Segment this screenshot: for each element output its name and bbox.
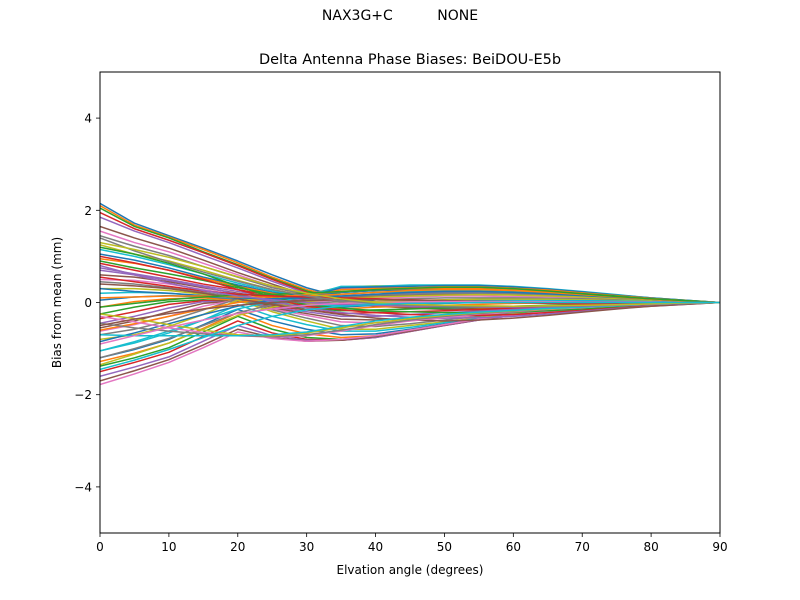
- y-axis-label: Bias from mean (mm): [50, 237, 64, 368]
- y-tick-label: 4: [84, 112, 92, 126]
- x-tick-label: 10: [161, 540, 176, 554]
- x-tick-label: 40: [368, 540, 383, 554]
- x-tick-label: 80: [643, 540, 658, 554]
- chart-title: Delta Antenna Phase Biases: BeiDOU-E5b: [259, 52, 561, 68]
- figure-suptitle: NAX3G+C NONE: [321, 8, 479, 24]
- y-tick-label: 0: [84, 296, 92, 310]
- y-axis: −4 −2 0 2 4: [74, 112, 100, 494]
- series-lines: [100, 202, 720, 386]
- x-axis: 0 10 20 30 40 50 60 70 80 90: [96, 533, 728, 554]
- x-tick-label: 0: [96, 540, 104, 554]
- series-line-52: [100, 286, 720, 308]
- x-axis-label: Elvation angle (degrees): [337, 563, 484, 577]
- series-line-42: [100, 246, 720, 314]
- x-tick-label: 50: [437, 540, 452, 554]
- x-tick-label: 20: [230, 540, 245, 554]
- series-line-58: [100, 241, 720, 307]
- x-tick-label: 70: [575, 540, 590, 554]
- series-line-38: [100, 293, 720, 366]
- y-tick-label: −4: [74, 480, 92, 494]
- x-tick-label: 60: [506, 540, 521, 554]
- x-tick-label: 90: [712, 540, 727, 554]
- y-tick-label: 2: [84, 204, 92, 218]
- series-line-17: [100, 281, 720, 305]
- series-line-59: [100, 301, 720, 371]
- y-tick-label: −2: [74, 388, 92, 402]
- x-tick-label: 30: [299, 540, 314, 554]
